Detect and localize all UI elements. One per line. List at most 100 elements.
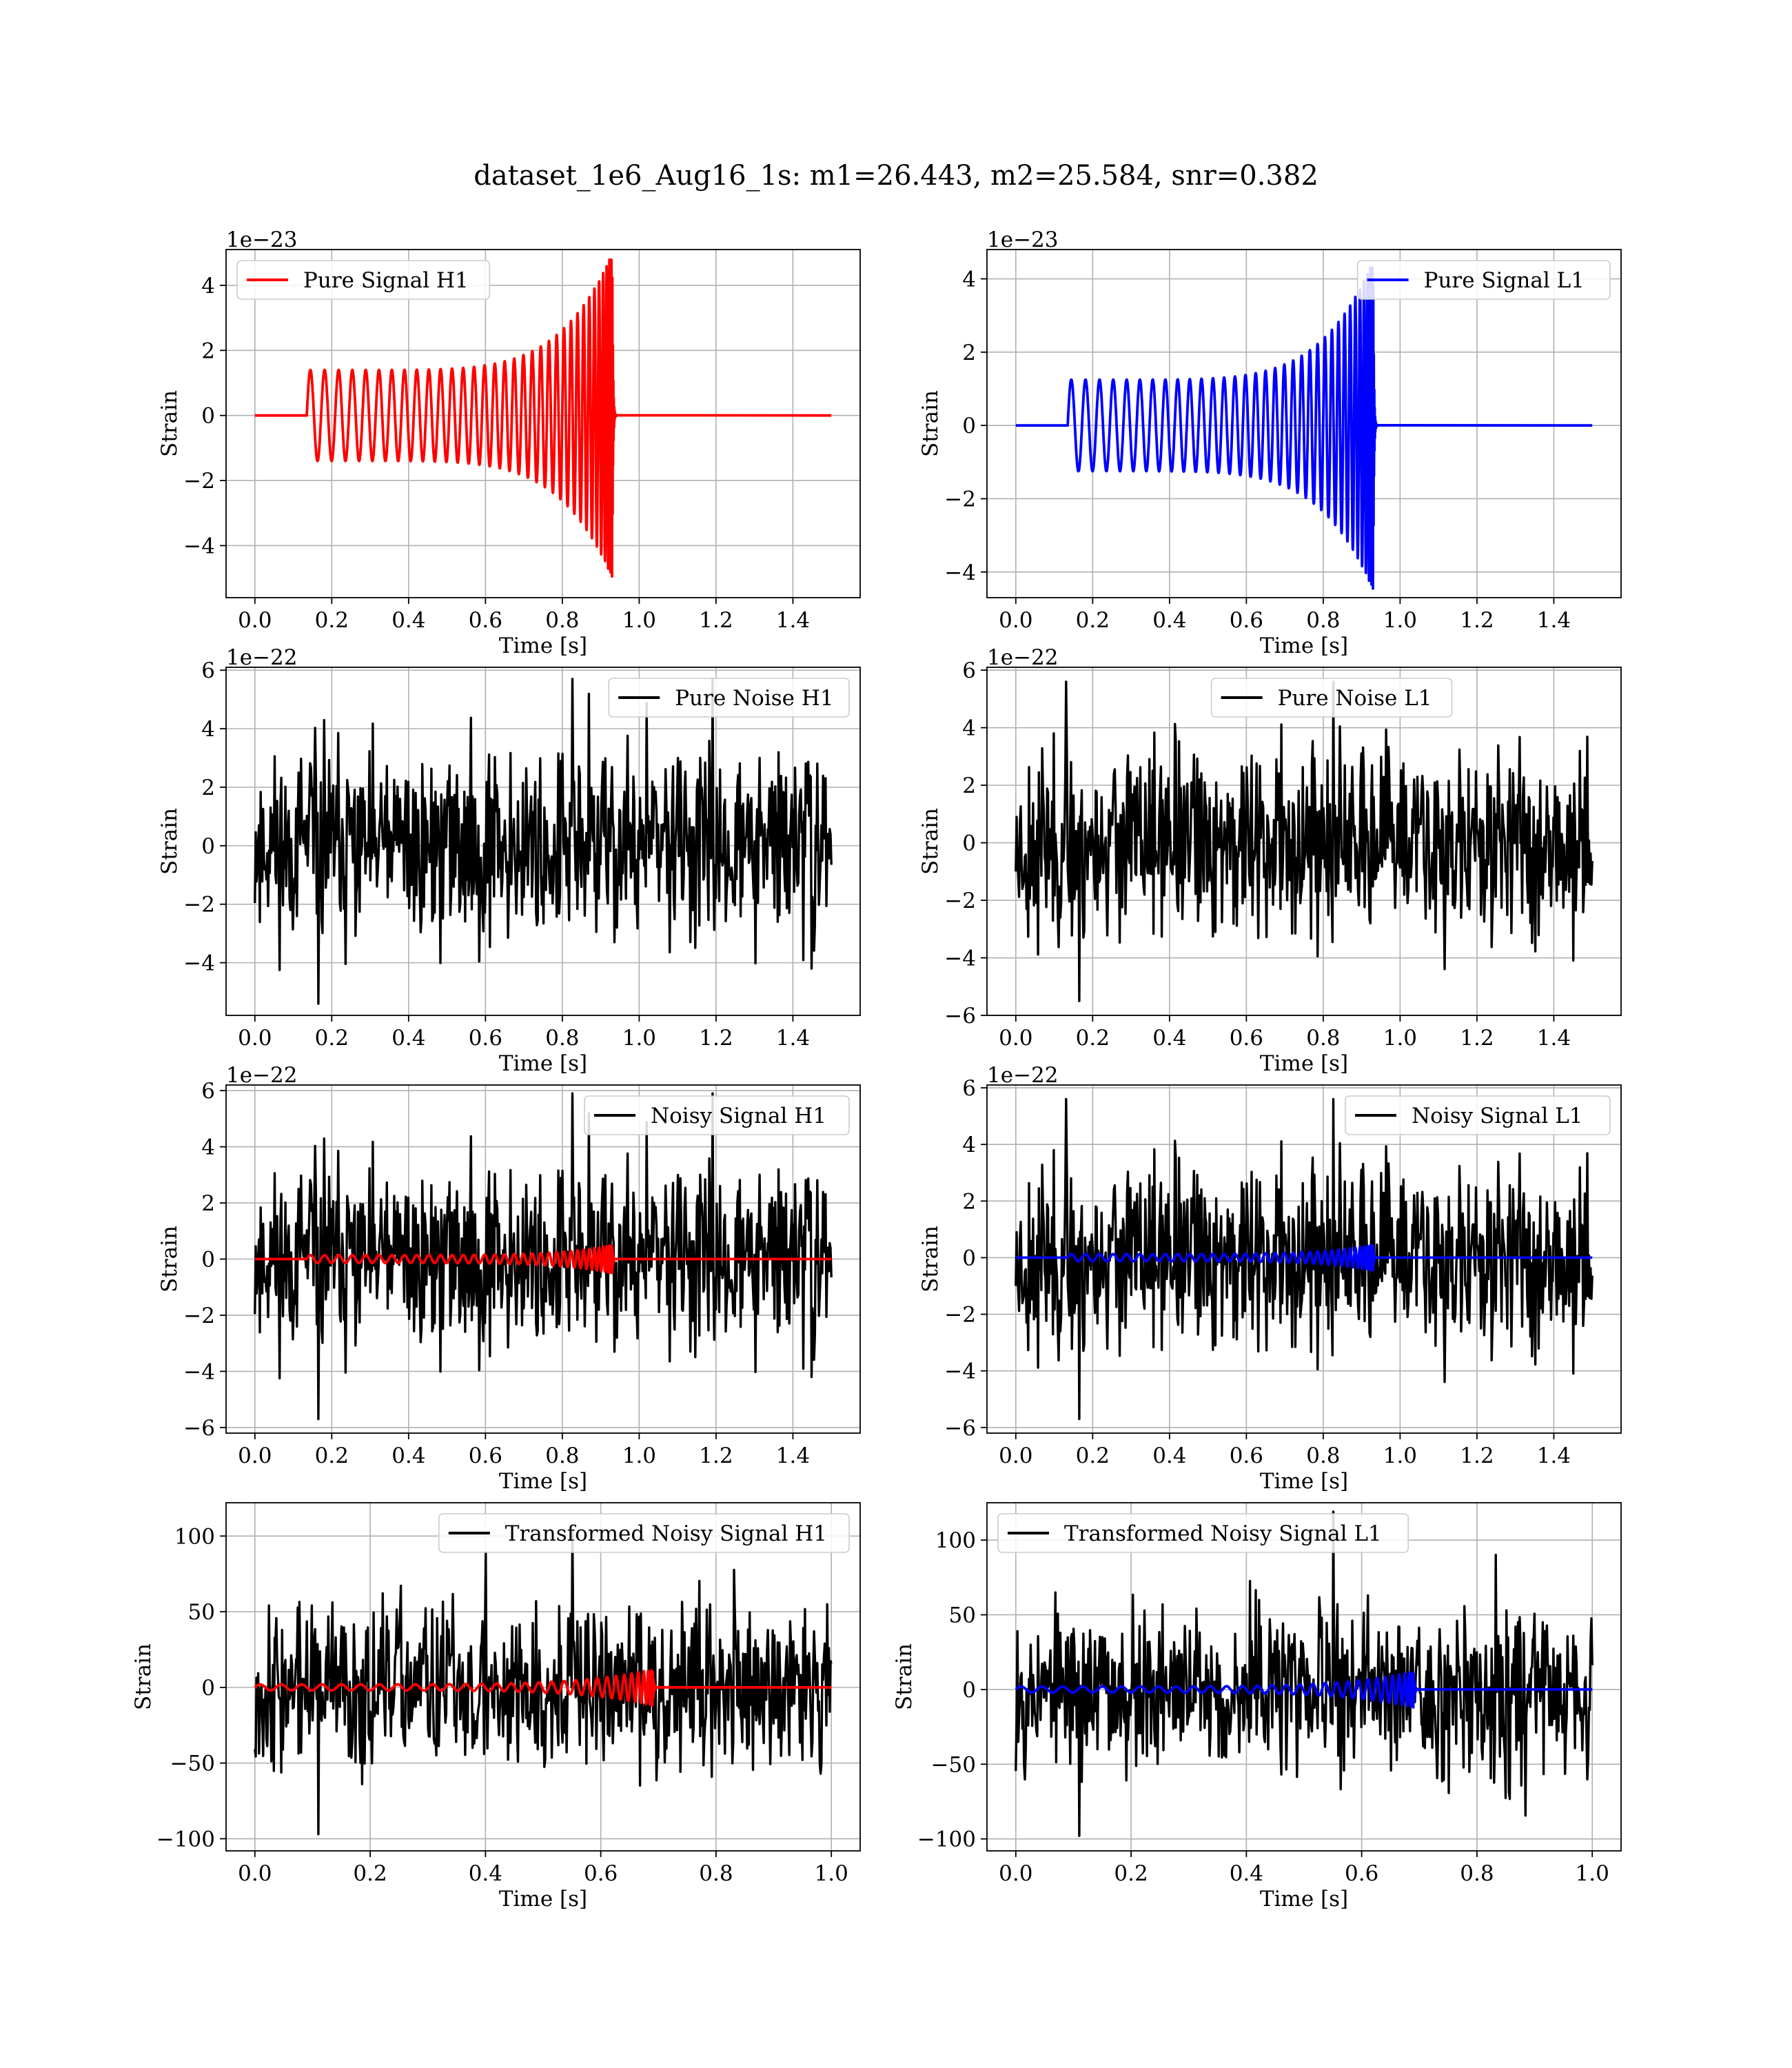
- y-axis-label: Strain: [157, 808, 182, 875]
- legend: Noisy Signal H1: [584, 1095, 850, 1135]
- x-tick-label: 0.4: [1152, 608, 1186, 633]
- y-tick-label: 4: [201, 274, 215, 298]
- plot-area: [254, 1530, 833, 1836]
- legend-box: [1345, 1095, 1611, 1135]
- y-axis-label: Strain: [892, 1643, 917, 1710]
- legend-box: [608, 678, 850, 718]
- legend-label: Pure Signal L1: [1424, 268, 1585, 293]
- x-tick-label: 1.2: [1460, 1026, 1494, 1051]
- y-tick-label: 4: [201, 1135, 215, 1160]
- y-tick-label: 100: [174, 1524, 215, 1549]
- y-axis-label: Strain: [157, 1226, 182, 1292]
- subplot-grid: 0.0 0.2 0.4 0.6 0.8 1.0 1.2 1.4 −4 −2 0 2 4 Time [s] S…: [131, 227, 1622, 1912]
- x-tick-label: 0.2: [1076, 1443, 1110, 1468]
- y-tick-label: 4: [962, 267, 976, 292]
- y-tick-label: −2: [944, 487, 976, 511]
- x-tick-label: 0.4: [469, 1861, 502, 1886]
- y-tick-label: 2: [201, 338, 215, 363]
- x-tick-label: 1.2: [699, 608, 733, 633]
- legend-label: Noisy Signal H1: [651, 1104, 826, 1128]
- x-tick-label: 1.4: [1537, 1026, 1571, 1051]
- legend-box: [997, 1513, 1409, 1553]
- x-axis-label: Time [s]: [1260, 633, 1348, 658]
- axes-frame: [225, 667, 861, 1016]
- plot-area: [1015, 266, 1593, 590]
- x-tick-label: 0.8: [1306, 608, 1340, 633]
- series-line-noise: [254, 678, 833, 1005]
- y-tick-label: 50: [949, 1603, 976, 1628]
- x-tick-label: 0.0: [238, 1443, 272, 1468]
- x-tick-label: 0.6: [1345, 1861, 1378, 1886]
- legend-box: [584, 1095, 850, 1135]
- y-tick-label: −100: [156, 1827, 215, 1852]
- x-tick-label: 1.4: [776, 1443, 810, 1468]
- y-tick-label: 100: [935, 1528, 976, 1553]
- x-tick-label: 1.2: [1460, 1443, 1494, 1468]
- x-tick-label: 0.4: [1230, 1861, 1263, 1886]
- x-tick-label: 0.6: [1230, 608, 1263, 633]
- y-axis-label: Strain: [157, 390, 182, 457]
- x-tick-label: 0.6: [1230, 1026, 1263, 1051]
- legend-box: [438, 1513, 850, 1553]
- subplot-pure-signal-h1: 0.0 0.2 0.4 0.6 0.8 1.0 1.2 1.4 −4 −2 0 2 4 Time [s] S…: [157, 227, 861, 658]
- x-axis-label: Time [s]: [1260, 1469, 1348, 1494]
- x-tick-label: 0.2: [315, 1026, 349, 1051]
- y-tick-label: 2: [962, 341, 976, 365]
- axes-frame: [225, 1502, 861, 1852]
- y-tick-label: −4: [183, 1359, 215, 1384]
- y-tick-label: −50: [931, 1752, 976, 1777]
- y-tick-label: 0: [962, 1246, 976, 1270]
- x-tick-label: 0.8: [1460, 1861, 1494, 1886]
- legend-label: Transformed Noisy Signal L1: [1064, 1521, 1382, 1546]
- x-tick-label: 0.6: [1230, 1443, 1263, 1468]
- x-tick-label: 1.0: [815, 1861, 848, 1886]
- x-tick-label: 0.4: [1152, 1026, 1186, 1051]
- x-tick-label: 0.0: [238, 608, 272, 633]
- legend: Pure Noise H1: [608, 678, 850, 718]
- y-tick-label: 4: [962, 716, 976, 741]
- x-tick-label: 0.0: [999, 1026, 1032, 1051]
- subplot-pure-noise-l1: 0.0 0.2 0.4 0.6 0.8 1.0 1.2 1.4 −6 −4 −2 0 2 4 6 Time […: [918, 645, 1622, 1076]
- x-tick-label: 1.0: [622, 1026, 656, 1051]
- series-line-noise: [1015, 680, 1594, 1002]
- legend-label: Transformed Noisy Signal H1: [505, 1521, 827, 1546]
- x-tick-label: 1.2: [699, 1026, 733, 1051]
- y-tick-label: −6: [944, 1004, 976, 1028]
- legend: Pure Noise L1: [1210, 678, 1453, 718]
- legend: Transformed Noisy Signal L1: [997, 1513, 1409, 1553]
- x-tick-label: 1.0: [622, 1443, 656, 1468]
- x-tick-label: 0.8: [545, 1443, 579, 1468]
- figure-title: dataset_1e6_Aug16_1s: m1=26.443, m2=25.5…: [474, 160, 1318, 192]
- y-tick-label: 0: [201, 834, 215, 859]
- x-tick-label: 0.6: [469, 1443, 502, 1468]
- x-tick-label: 0.4: [1152, 1443, 1186, 1468]
- x-tick-label: 0.2: [315, 608, 349, 633]
- subplot-noisy-signal-l1: 0.0 0.2 0.4 0.6 0.8 1.0 1.2 1.4 −6 −4 −2 0 2 4 6 Time […: [918, 1063, 1622, 1494]
- y-tick-label: −4: [183, 534, 215, 558]
- plot-area: [254, 258, 832, 578]
- x-tick-label: 1.4: [1537, 608, 1571, 633]
- x-tick-label: 1.4: [776, 1026, 810, 1051]
- y-tick-label: −2: [944, 1303, 976, 1328]
- subplot-pure-noise-h1: 0.0 0.2 0.4 0.6 0.8 1.0 1.2 1.4 −4 −2 0 2 4 6 Time [s]…: [157, 645, 861, 1076]
- y-tick-label: 6: [201, 1079, 215, 1104]
- x-tick-label: 0.8: [1306, 1026, 1340, 1051]
- y-tick-label: −4: [944, 1359, 976, 1384]
- y-tick-label: 6: [962, 658, 976, 683]
- x-tick-label: 0.4: [391, 1026, 425, 1051]
- x-tick-label: 1.0: [1383, 608, 1417, 633]
- x-tick-label: 1.0: [1383, 1026, 1417, 1051]
- series-line-noise: [254, 1092, 833, 1421]
- x-tick-label: 0.2: [1076, 608, 1110, 633]
- series-line-signal: [254, 1244, 832, 1275]
- y-tick-label: 2: [962, 773, 976, 798]
- y-tick-label: −2: [183, 469, 215, 494]
- y-axis-label: Strain: [918, 808, 943, 875]
- x-tick-label: 1.0: [1576, 1861, 1609, 1886]
- y-tick-label: 0: [201, 404, 215, 429]
- y-tick-label: −4: [183, 951, 215, 976]
- legend-box: [1210, 678, 1453, 718]
- plot-area: [254, 678, 833, 1005]
- x-tick-label: 0.0: [999, 1443, 1032, 1468]
- series-line-signal: [1015, 1671, 1593, 1709]
